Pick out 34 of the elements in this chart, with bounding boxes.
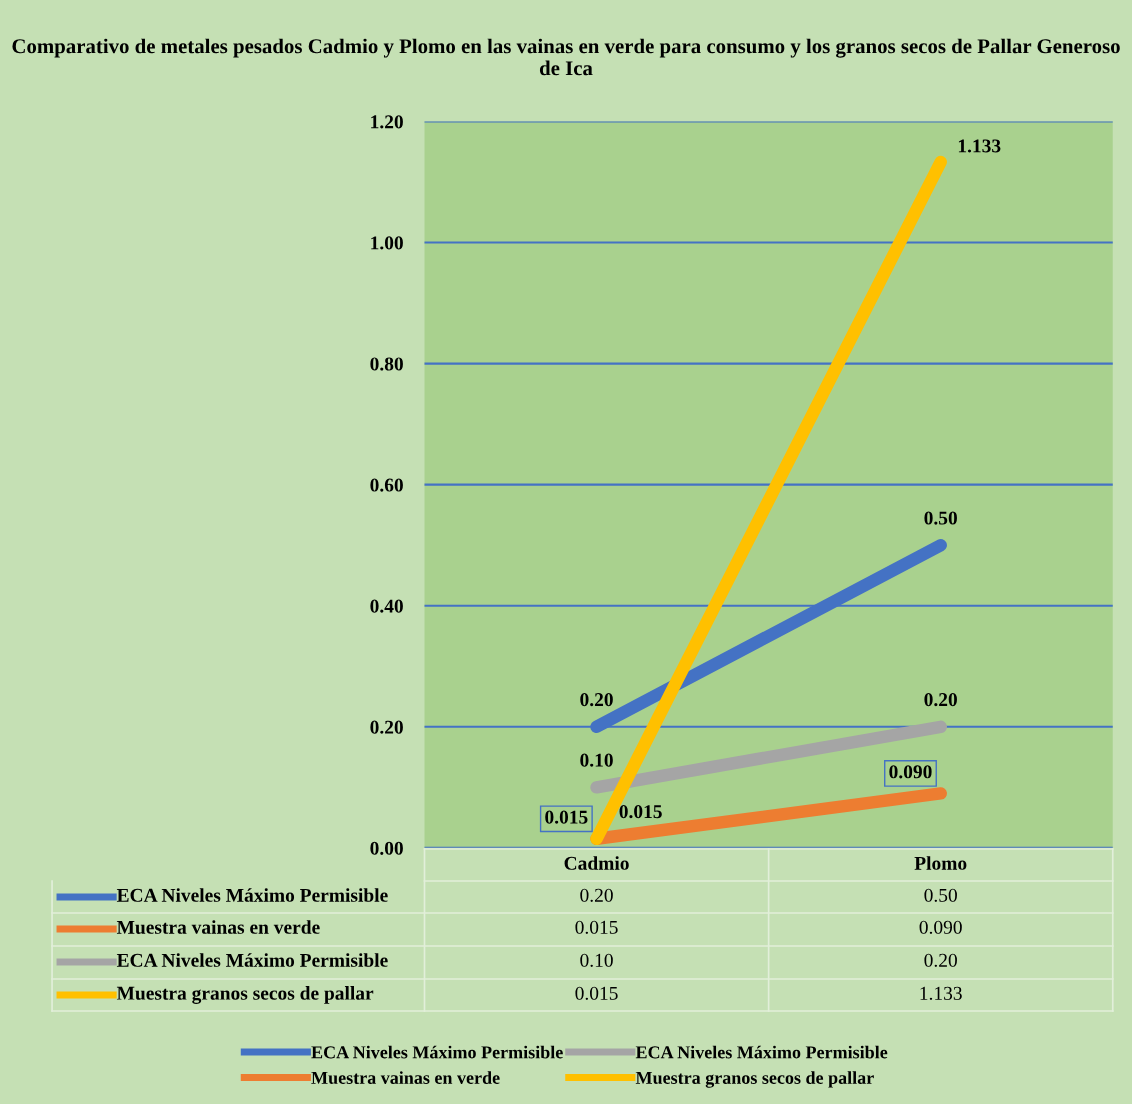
text: ECA Niveles Máximo Permisible (311, 1045, 563, 1059)
legend-label: ECA Niveles Máximo Permisible (116, 888, 388, 902)
y-tick-label: 0.80 (370, 357, 403, 371)
chart-title: Comparativo de metales pesados Cadmio y Plomo en las vainas en verde para consumo y los granos secos de Pallar Generoso de Ica (12, 38, 1120, 76)
y-tick-label: 0.60 (370, 478, 403, 492)
legend-label: Muestra vainas en verde (311, 1071, 500, 1084)
text: ECA Niveles Máximo Permisible (116, 953, 388, 967)
text: 0.50 (924, 511, 957, 525)
legend-label: Muestra granos secos de pallar (635, 1071, 874, 1088)
y-tick-label: 1.20 (371, 115, 403, 129)
data-label: 0.20 (924, 953, 957, 967)
text: 0.015 (545, 810, 588, 824)
y-tick-label: 0.20 (370, 720, 403, 734)
data-label: 0.20 (580, 888, 613, 902)
data-label: 0.015 (575, 920, 618, 934)
data-label: 0.50 (924, 888, 957, 902)
data-label: 0.10 (580, 953, 613, 967)
text: 0.090 (889, 765, 932, 779)
x-tick-label: Cadmio (564, 856, 629, 870)
legend-label: ECA Niveles Máximo Permisible (635, 1045, 888, 1059)
y-tick-label: 0.40 (370, 599, 403, 613)
text: Muestra vainas en verde (116, 920, 320, 934)
y-tick-label: 0.00 (370, 841, 403, 855)
text: 0.20 (924, 693, 957, 707)
text: Muestra granos secos de pallar (116, 986, 374, 1004)
x-tick-label: Plomo (914, 856, 967, 870)
y-tick-label: 1.00 (371, 236, 403, 250)
data-label: 0.090 (919, 920, 962, 934)
data-label: 1.133 (920, 986, 962, 1000)
text: 0.20 (580, 693, 613, 707)
text: 0.10 (580, 753, 613, 767)
data-label: 0.015 (575, 986, 618, 1000)
text: 1.133 (958, 139, 1001, 153)
text: 0.015 (619, 805, 662, 819)
